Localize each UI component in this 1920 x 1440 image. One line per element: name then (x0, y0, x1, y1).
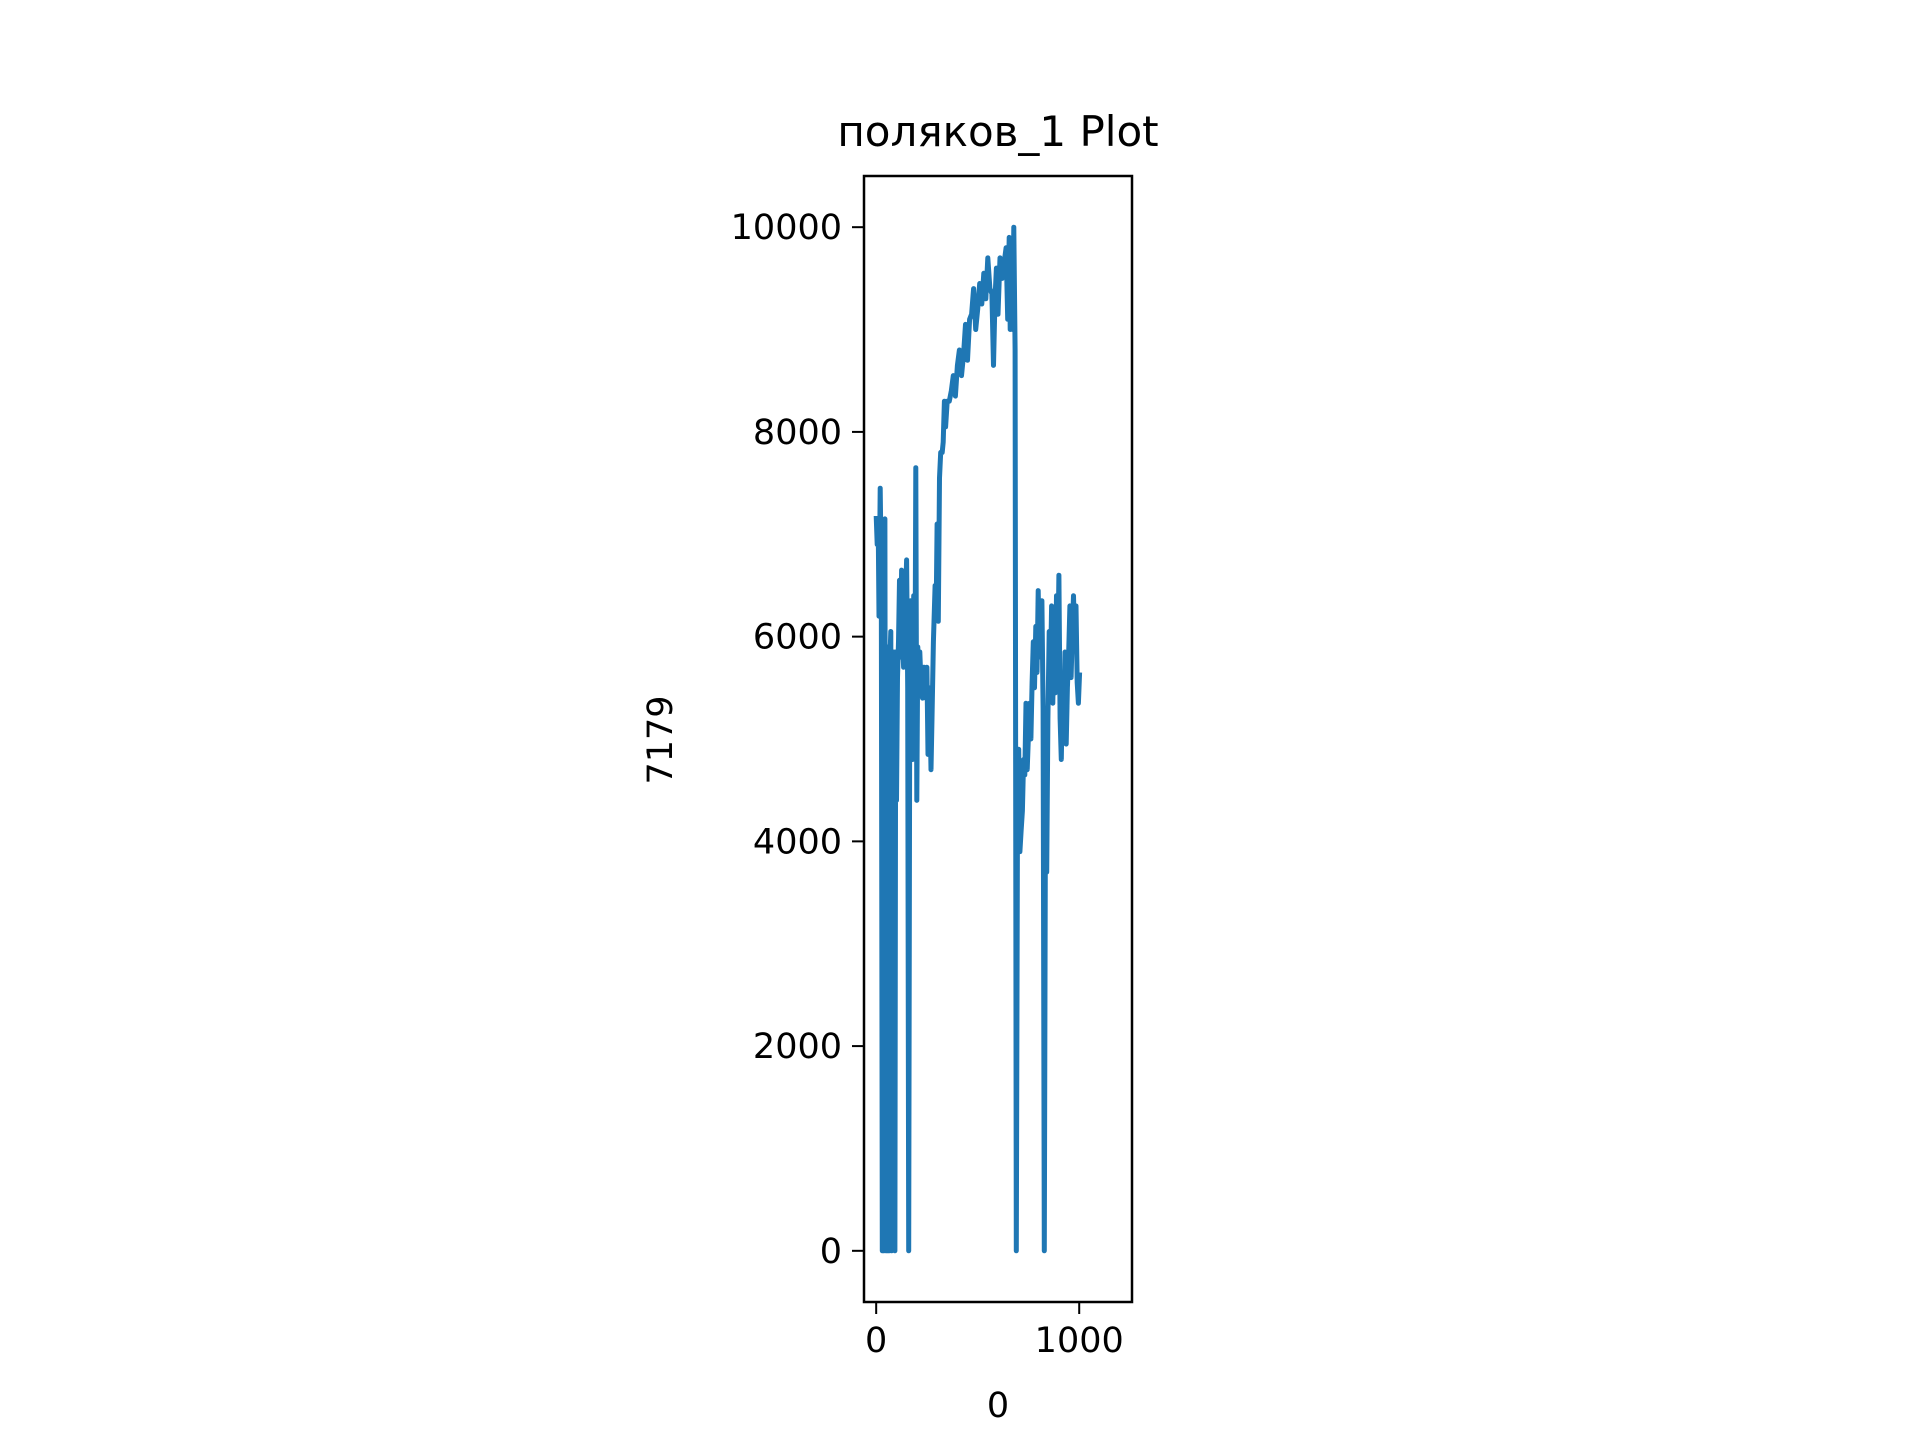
y-tick-label: 2000 (753, 1027, 842, 1067)
y-tick-label: 8000 (753, 413, 842, 453)
y-tick-label: 10000 (731, 208, 842, 248)
plot-frame (862, 174, 1134, 1304)
y-axis-label: 7179 (641, 695, 681, 784)
y-tick-label: 0 (820, 1232, 842, 1272)
x-axis-label: 0 (987, 1386, 1009, 1426)
x-tick-label: 1000 (1035, 1321, 1124, 1361)
y-tick-label: 6000 (753, 618, 842, 658)
y-tick-label: 4000 (753, 822, 842, 862)
series-line-0 (873, 224, 1083, 1254)
x-axis-ticks: 0 1000 (865, 1302, 1124, 1361)
plot-area (873, 224, 1083, 1254)
x-tick-label: 0 (865, 1321, 887, 1361)
y-axis-ticks: 0 2000 4000 6000 8000 10000 (731, 208, 864, 1272)
chart-title: поляков_1 Plot (837, 107, 1158, 156)
